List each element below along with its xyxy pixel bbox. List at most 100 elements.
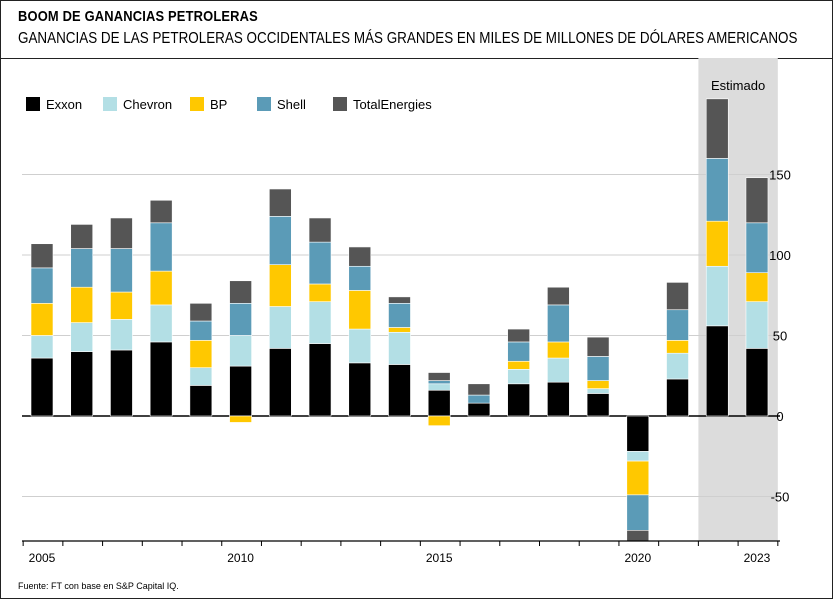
bar-shell-2018 [547, 304, 570, 343]
bar-chevron-2010 [229, 335, 252, 367]
bar-chevron-2007 [110, 319, 133, 351]
bar-exxon-2010 [229, 365, 252, 417]
y-tick-label: 0 [776, 409, 783, 424]
x-tick-label: 2010 [227, 551, 254, 565]
bar-chevron-2005 [30, 335, 54, 359]
bar-exxon-2019 [586, 393, 610, 417]
bar-chevron-2008 [149, 304, 173, 343]
bar-bp-2011 [269, 264, 292, 307]
bar-shell-2013 [348, 265, 372, 291]
bar-shell-2014 [388, 302, 411, 328]
bar-totalenergies-2010 [229, 280, 252, 304]
bar-bp-2009 [189, 340, 213, 368]
bar-chevron-2012 [308, 301, 332, 344]
legend-label: Shell [277, 97, 306, 112]
bar-chevron-2023 [745, 301, 769, 349]
bar-exxon-2014 [388, 364, 411, 417]
x-tick-label: 2015 [426, 551, 453, 565]
bar-totalenergies-2012 [308, 217, 332, 243]
bar-bp-2022 [705, 220, 729, 267]
bar-chevron-2017 [507, 369, 530, 385]
bar-totalenergies-2013 [348, 246, 372, 267]
bar-exxon-2013 [348, 362, 372, 417]
bar-bp-2015 [427, 415, 451, 426]
bar-shell-2023 [745, 222, 769, 274]
legend-swatch [103, 97, 117, 111]
bar-exxon-2012 [308, 343, 332, 417]
header-divider [0, 58, 833, 59]
bar-shell-2017 [507, 341, 530, 362]
bar-bp-2005 [30, 302, 54, 336]
y-tick-label: 100 [769, 248, 791, 263]
bar-chevron-2013 [348, 328, 372, 364]
bar-exxon-2022 [705, 325, 729, 417]
bar-bp-2020 [626, 460, 650, 496]
bar-chevron-2020 [626, 451, 650, 462]
bar-exxon-2023 [745, 348, 769, 417]
bar-shell-2010 [229, 302, 252, 336]
bar-exxon-2015 [427, 389, 451, 417]
x-tick-label: 2023 [744, 551, 771, 565]
bar-shell-2005 [30, 267, 54, 304]
bar-bp-2008 [149, 270, 173, 306]
bar-chevron-2019 [586, 388, 610, 394]
bar-bp-2012 [308, 283, 332, 302]
y-tick-label: 50 [773, 329, 787, 344]
bar-bp-2010 [229, 415, 252, 423]
bar-exxon-2007 [110, 349, 133, 417]
bar-shell-2009 [189, 320, 213, 341]
legend-swatch [333, 97, 347, 111]
x-tick-label: 2005 [29, 551, 56, 565]
bar-exxon-2008 [149, 341, 173, 417]
bar-totalenergies-2014 [388, 296, 411, 304]
bar-bp-2006 [70, 286, 94, 323]
legend-label: BP [210, 97, 227, 112]
legend-item-totalenergies: TotalEnergies [333, 97, 432, 112]
legend-label: Exxon [46, 97, 82, 112]
bar-bp-2023 [745, 272, 769, 302]
legend-item-shell: Shell [257, 97, 306, 112]
bar-shell-2020 [626, 494, 650, 531]
bar-shell-2007 [110, 248, 133, 293]
bar-bp-2007 [110, 291, 133, 320]
bar-shell-2016 [467, 394, 491, 404]
bar-chevron-2015 [427, 383, 451, 391]
chart-subtitle: GANANCIAS DE LAS PETROLERAS OCCIDENTALES… [18, 30, 798, 47]
estimate-label: Estimado [711, 78, 765, 93]
chart-title: BOOM DE GANANCIAS PETROLERAS [18, 8, 258, 25]
bar-chevron-2009 [189, 367, 213, 386]
bar-shell-2019 [586, 356, 610, 381]
bar-exxon-2006 [70, 351, 94, 417]
bar-chevron-2021 [666, 352, 689, 380]
bar-totalenergies-2021 [666, 282, 689, 311]
x-tick-label: 2020 [624, 551, 651, 565]
bar-totalenergies-2020 [626, 530, 650, 541]
bar-exxon-2021 [666, 378, 689, 417]
bar-shell-2011 [269, 216, 292, 265]
bar-bp-2018 [547, 341, 570, 359]
bar-exxon-2016 [467, 402, 491, 417]
bar-exxon-2018 [547, 381, 570, 417]
legend-label: TotalEnergies [353, 97, 432, 112]
bar-bp-2021 [666, 340, 689, 354]
bar-chevron-2011 [269, 306, 292, 349]
bar-exxon-2011 [269, 348, 292, 417]
bar-exxon-2017 [507, 383, 530, 417]
bar-totalenergies-2006 [70, 224, 94, 249]
bar-bp-2014 [388, 327, 411, 333]
legend-item-bp: BP [190, 97, 227, 112]
bar-shell-2006 [70, 248, 94, 288]
bar-exxon-2020 [626, 415, 650, 452]
bar-shell-2021 [666, 309, 689, 341]
y-tick-label: -50 [771, 490, 790, 505]
bar-totalenergies-2017 [507, 328, 530, 343]
legend-item-chevron: Chevron [103, 97, 172, 112]
bar-totalenergies-2011 [269, 188, 292, 217]
bar-chevron-2006 [70, 322, 94, 352]
bar-shell-2008 [149, 222, 173, 272]
bar-totalenergies-2023 [745, 177, 769, 224]
bar-totalenergies-2007 [110, 217, 133, 249]
legend-swatch [257, 97, 271, 111]
y-tick-label: 150 [769, 168, 791, 183]
